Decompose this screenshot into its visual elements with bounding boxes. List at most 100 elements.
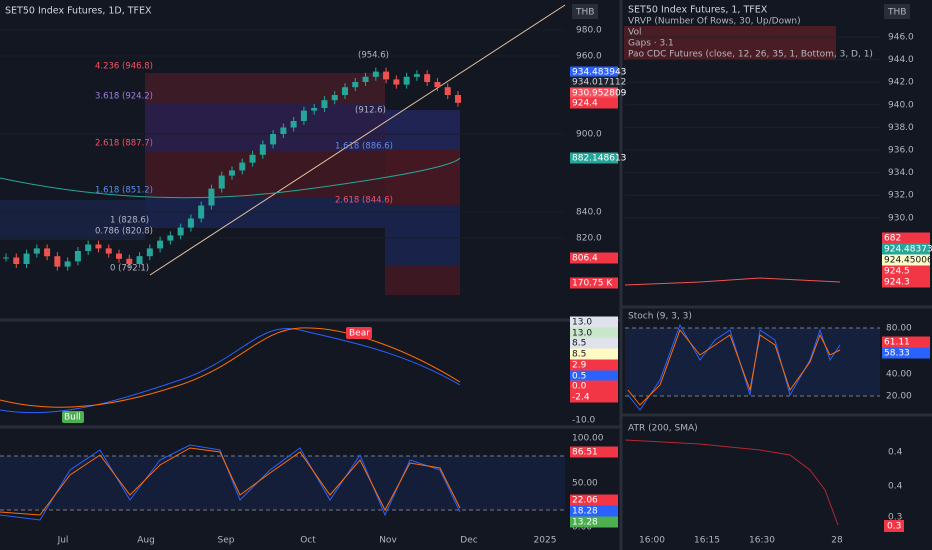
y-tick-label: 938.0	[888, 123, 914, 133]
x-tick-label: Nov	[379, 536, 397, 546]
price-tag	[570, 327, 618, 339]
fib-label: 0.786 (820.8)	[95, 227, 153, 237]
price-tag	[884, 520, 904, 532]
currency: THB	[887, 8, 906, 18]
fib-label: 1 (828.6)	[110, 216, 149, 226]
candle	[249, 154, 256, 163]
legend-entry: Pao CDC Futures (close, 12, 26, 35, 1, B…	[628, 50, 873, 60]
fib-labels: 4.236 (946.8) 3.618 (924.2) 2.618 (887.7…	[95, 51, 393, 274]
price-tag	[570, 66, 618, 78]
candle	[54, 256, 61, 267]
candle	[177, 227, 184, 236]
price-tag-text: 61.11	[884, 338, 910, 348]
y-tick-label: 930.0	[888, 213, 914, 223]
candle	[413, 74, 420, 77]
x-tick-label: Aug	[137, 536, 155, 546]
candle	[167, 235, 174, 241]
stoch-d	[0, 447, 461, 516]
candle	[105, 248, 112, 254]
candle	[95, 244, 102, 249]
price-tag	[570, 380, 618, 392]
pane-title: ATR (200, SMA)	[628, 424, 698, 434]
candle	[342, 87, 348, 95]
candle	[23, 253, 30, 264]
x-tick-label: 16:00	[639, 536, 665, 546]
candle	[300, 110, 307, 121]
candle	[331, 95, 338, 101]
candle	[372, 71, 379, 77]
candle	[403, 76, 410, 85]
x-tick-label: 28	[831, 536, 843, 546]
y-tick-label: 840.0	[576, 208, 602, 218]
candle	[136, 256, 143, 264]
price-tag-text: 924.483734	[884, 245, 932, 255]
price-tag-text: 8.5	[572, 339, 586, 349]
legend-entry: Gaps · 3.1	[628, 39, 674, 49]
candle	[44, 248, 51, 257]
candle	[455, 95, 461, 103]
moving-average	[0, 157, 461, 199]
candle	[187, 218, 194, 228]
candle	[146, 248, 153, 257]
candle	[434, 82, 441, 88]
candles	[3, 67, 461, 271]
price-tag	[570, 359, 618, 371]
price-tag-text: 924.3	[884, 278, 910, 288]
signal-label: Bull	[64, 413, 81, 423]
price-tag	[570, 152, 618, 164]
x-tick-label: 16:15	[694, 536, 720, 546]
price-tag-text: 806.4	[572, 254, 598, 264]
price-tag-text: 0.3	[887, 522, 901, 532]
fib-label: 1.618 (886.6)	[335, 142, 393, 152]
chart-title: SET50 Index Futures, 1D, TFEX	[5, 6, 152, 17]
fib-label: (912.6)	[355, 106, 386, 116]
price-tag-text: 934.483943	[572, 68, 626, 78]
candle	[259, 144, 266, 155]
price-tag	[882, 276, 930, 288]
price-tag	[570, 516, 618, 528]
price-tag	[882, 243, 930, 255]
price-tag-text: 58.33	[884, 349, 910, 359]
price-tag-text: 2.9	[572, 361, 587, 371]
price-tag-text: 13.0	[572, 329, 592, 339]
price-tag-text: 0.5	[572, 372, 586, 382]
price-tag	[570, 505, 618, 517]
candle	[280, 127, 287, 134]
price-tag-text: 18.28	[572, 507, 598, 517]
x-tick-label: Jul	[57, 536, 69, 546]
candle	[321, 100, 328, 108]
x-tick-label: 2025	[534, 536, 557, 546]
price-tag-text: 0.0	[572, 382, 587, 392]
candle	[208, 188, 215, 206]
price-tag	[570, 348, 618, 360]
price-tag-text: 22.06	[572, 496, 598, 506]
candle	[198, 205, 205, 219]
x-tick-label: Dec	[460, 536, 477, 546]
candle	[311, 108, 318, 111]
stoch-d	[627, 328, 841, 406]
candle	[218, 175, 225, 189]
y-tick-label: 960.0	[576, 52, 602, 62]
y-tick-label: 980.0	[576, 26, 602, 36]
candle	[85, 244, 92, 251]
axis-label: 20.00	[886, 392, 912, 402]
axis-label: 100.00	[572, 434, 604, 444]
price-tag	[882, 254, 930, 266]
atr-line	[624, 439, 839, 526]
price-tag	[570, 494, 618, 506]
signal-line	[0, 327, 461, 408]
trend-line	[149, 4, 566, 276]
price-tag-text: 882.148613	[572, 154, 626, 164]
candle	[362, 76, 369, 82]
price-tag	[570, 446, 618, 458]
price-tag	[882, 347, 930, 359]
fib-label: 2.618 (887.7)	[95, 139, 153, 149]
axis-label: 50.00	[572, 479, 598, 489]
axis-label: 80.00	[886, 324, 912, 334]
x-tick-label: Sep	[218, 536, 235, 546]
fib-label: 3.618 (924.2)	[95, 92, 153, 102]
price-tag-text: 13.28	[572, 518, 598, 528]
price-tag-text: 934.017112	[572, 78, 626, 88]
y-tick-label: 940.0	[888, 100, 914, 110]
candle	[229, 170, 235, 176]
